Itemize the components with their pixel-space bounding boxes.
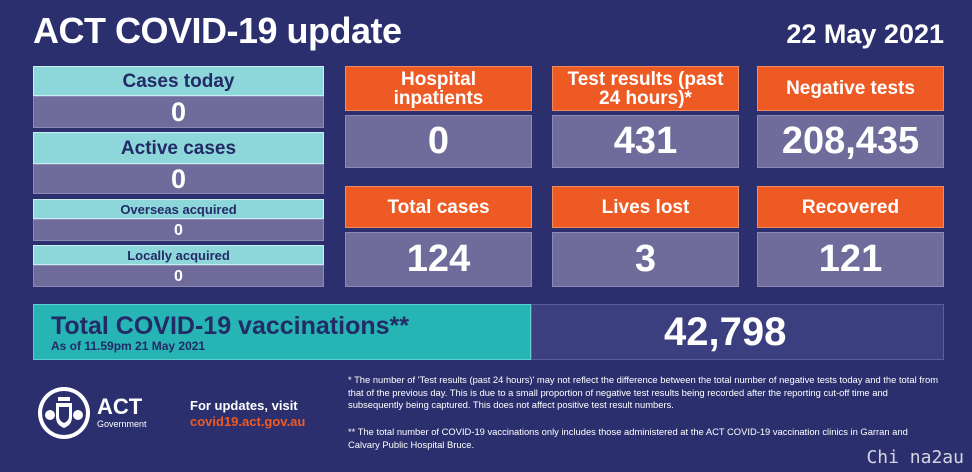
recovered-label: Recovered [757,186,944,228]
total-cases-label: Total cases [345,186,532,228]
vaccinations-title: Total COVID-19 vaccinations** [51,312,409,340]
locally-acquired-value: 0 [33,265,324,287]
negative-tests-label: Negative tests [757,66,944,111]
lives-lost-label: Lives lost [552,186,739,228]
act-government-crest-icon [38,387,90,439]
lives-lost-value: 3 [552,232,739,287]
page-title: ACT COVID-19 update [33,10,402,51]
act-logo-subtext: Government [97,419,147,429]
vaccinations-value: 42,798 [664,309,787,354]
act-logo-text: ACT [97,394,143,419]
hospital-inpatients-label: Hospital inpatients [345,66,532,111]
hospital-inpatients-value: 0 [345,115,532,168]
vaccinations-footnote: ** The total number of COVID-19 vaccinat… [348,426,908,450]
test-results-footnote: * The number of 'Test results (past 24 h… [348,374,939,410]
watermark: Chi na2au [866,447,964,468]
updates-label: For updates, visit [190,398,298,413]
test-results-value: 431 [552,115,739,168]
vaccinations-value-panel: 42,798 [531,304,944,360]
total-cases-value: 124 [345,232,532,287]
locally-acquired-label: Locally acquired [33,245,324,265]
cases-today-label: Cases today [33,66,324,96]
vaccinations-subtitle: As of 11.59pm 21 May 2021 [51,339,206,353]
test-results-label: Test results (past 24 hours)* [552,66,739,111]
overseas-acquired-label: Overseas acquired [33,199,324,219]
recovered-value: 121 [757,232,944,287]
active-cases-value: 0 [33,164,324,194]
report-date: 22 May 2021 [786,19,944,49]
vaccinations-label-panel: Total COVID-19 vaccinations** As of 11.5… [33,304,531,360]
active-cases-label: Active cases [33,132,324,164]
cases-today-value: 0 [33,96,324,128]
updates-link[interactable]: covid19.act.gov.au [190,414,306,429]
negative-tests-value: 208,435 [757,115,944,168]
overseas-acquired-value: 0 [33,219,324,241]
